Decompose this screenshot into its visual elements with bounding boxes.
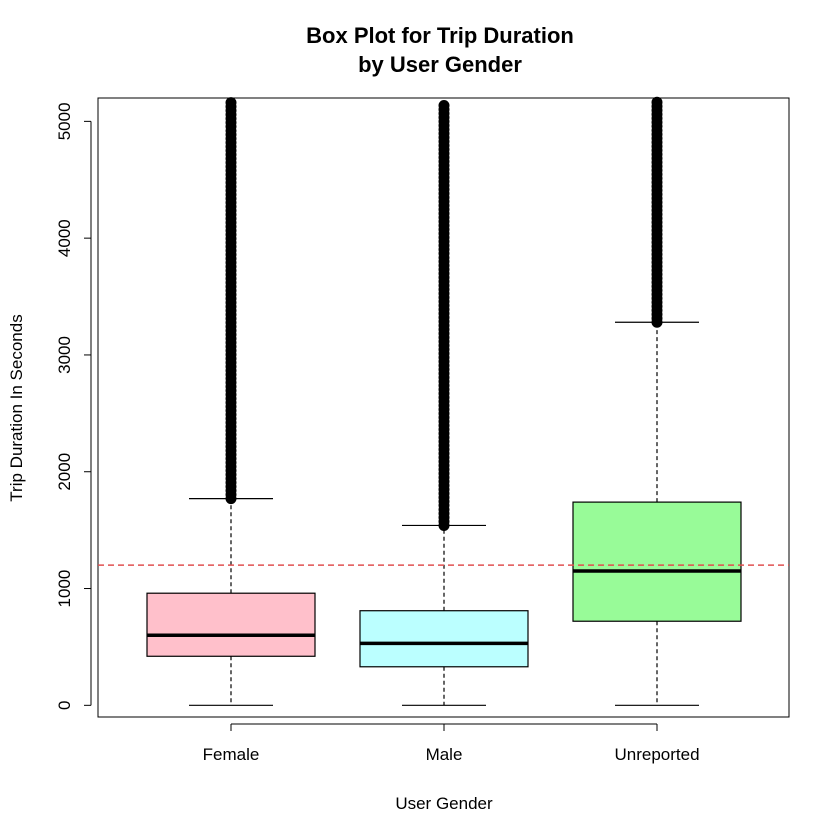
box-unreported [572,501,742,622]
box-male [359,610,529,668]
plot-frame [97,97,790,718]
chart-subtitle: by User Gender [358,52,522,77]
x-tick-label: Unreported [614,745,699,764]
y-tick-label: 4000 [55,219,74,257]
outlier-point [438,99,450,111]
outlier-point [651,96,663,108]
x-tick-label: Female [203,745,260,764]
x-tick-label: Male [426,745,463,764]
outlier-point [225,97,237,109]
y-axis-label: Trip Duration In Seconds [7,314,26,501]
y-tick-label: 0 [55,701,74,710]
y-tick-label: 3000 [55,336,74,374]
chart-title: Box Plot for Trip Duration [306,23,574,48]
y-tick-label: 5000 [55,102,74,140]
y-tick-label: 2000 [55,453,74,491]
plot-area: 0 1000 2000 3000 4000 5000 Female Male Unreporte… [55,96,790,764]
y-tick-label: 1000 [55,570,74,608]
box-female [146,592,316,657]
x-axis-label: User Gender [395,794,493,813]
